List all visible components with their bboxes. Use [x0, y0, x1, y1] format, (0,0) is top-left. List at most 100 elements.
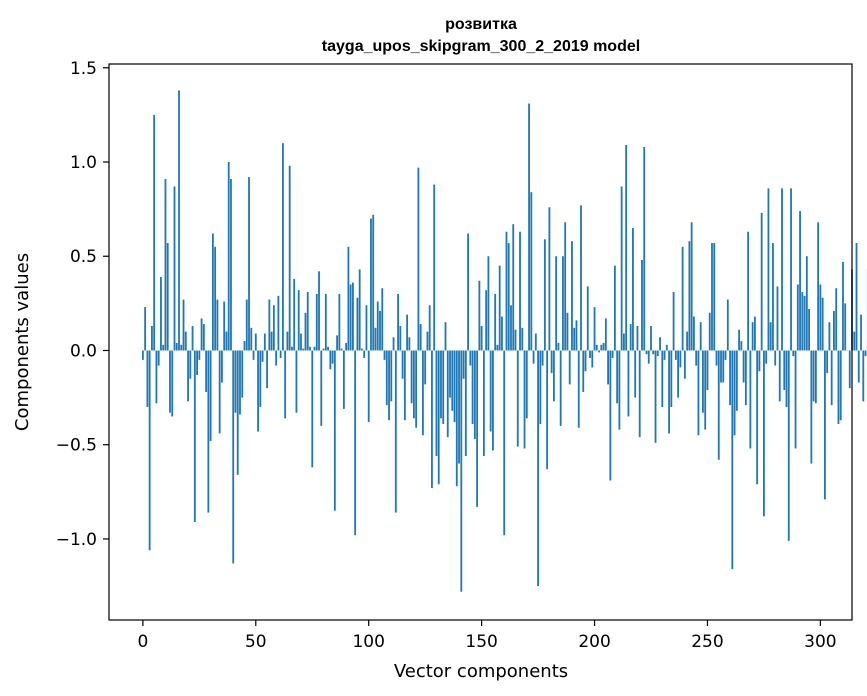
bar	[726, 299, 729, 351]
bar	[848, 350, 851, 389]
bar	[634, 350, 637, 398]
bar	[169, 350, 171, 413]
bar	[394, 350, 397, 513]
bar	[842, 261, 844, 351]
bar	[821, 297, 824, 351]
bar	[266, 350, 268, 389]
bar	[403, 350, 406, 421]
bar	[600, 344, 603, 351]
x-tick-label: 250	[691, 632, 723, 652]
bar	[532, 350, 535, 364]
bar	[534, 333, 537, 351]
bar	[198, 350, 201, 360]
bar	[153, 114, 156, 351]
bar	[855, 243, 858, 351]
y-axis-ticks: −1.0 −0.5 0.0 0.5 1.0 1.5	[56, 59, 109, 550]
bar	[812, 350, 815, 402]
y-axis-label: Components values	[12, 253, 33, 431]
bar	[618, 350, 621, 430]
bar	[146, 350, 149, 408]
bar	[320, 350, 323, 426]
bar	[753, 316, 756, 351]
bar	[711, 243, 713, 351]
bar	[837, 350, 840, 424]
bar	[539, 350, 542, 424]
bar	[550, 350, 553, 374]
bar	[704, 350, 707, 430]
bar	[469, 350, 472, 366]
bar	[853, 331, 856, 351]
bar	[785, 350, 788, 408]
bar	[412, 350, 415, 419]
bar	[492, 350, 494, 451]
bar	[379, 310, 381, 351]
bar	[778, 350, 781, 402]
bar	[586, 286, 589, 351]
bar	[555, 256, 558, 351]
bar	[370, 218, 372, 351]
bar	[196, 350, 198, 375]
y-tick-label: 1.5	[70, 59, 97, 79]
bar	[749, 350, 752, 449]
bar	[324, 293, 327, 351]
bar	[661, 350, 664, 408]
bar	[485, 290, 488, 351]
bar	[828, 322, 831, 351]
bar	[471, 350, 474, 424]
bar	[385, 350, 388, 406]
bar	[835, 288, 838, 351]
bar	[218, 350, 221, 434]
x-tick-label: 0	[137, 632, 148, 652]
bar	[503, 350, 506, 536]
bar	[444, 322, 447, 351]
bar	[613, 265, 616, 351]
bar	[562, 256, 564, 351]
bar	[733, 350, 736, 436]
bar	[584, 350, 587, 372]
bar	[758, 350, 761, 372]
bar	[464, 350, 467, 457]
bar	[548, 207, 551, 351]
bar	[141, 350, 144, 360]
bar	[306, 292, 309, 351]
bar	[525, 350, 528, 419]
bar	[401, 350, 404, 379]
bar	[663, 350, 666, 360]
bar	[356, 297, 359, 351]
bar	[349, 284, 352, 351]
bar	[498, 265, 501, 351]
bar	[381, 288, 384, 351]
y-tick-label: −0.5	[56, 436, 97, 456]
bar	[162, 344, 165, 351]
bar	[261, 350, 264, 362]
bar	[200, 318, 203, 351]
bar	[309, 346, 311, 351]
bar	[440, 350, 442, 419]
y-tick-label: 0.0	[70, 341, 97, 361]
bar	[277, 295, 280, 351]
bar	[211, 233, 214, 351]
bar	[345, 342, 348, 351]
x-axis-label: Vector components	[394, 661, 568, 682]
bar	[860, 314, 862, 351]
bar	[361, 348, 363, 351]
bar	[482, 350, 485, 457]
plot-frame	[108, 63, 853, 621]
bar	[722, 350, 725, 383]
bar	[643, 146, 646, 351]
bar	[424, 350, 427, 385]
bar	[781, 188, 783, 351]
bar	[839, 350, 842, 421]
bar	[769, 322, 772, 351]
bar	[756, 350, 759, 485]
bar	[336, 335, 338, 351]
bar	[376, 301, 379, 351]
bar	[632, 227, 634, 351]
bar	[580, 205, 582, 351]
bar	[706, 350, 709, 391]
bar	[272, 305, 275, 351]
bar	[609, 350, 612, 481]
bar	[252, 350, 255, 360]
bar	[263, 333, 266, 351]
bar	[415, 350, 418, 428]
